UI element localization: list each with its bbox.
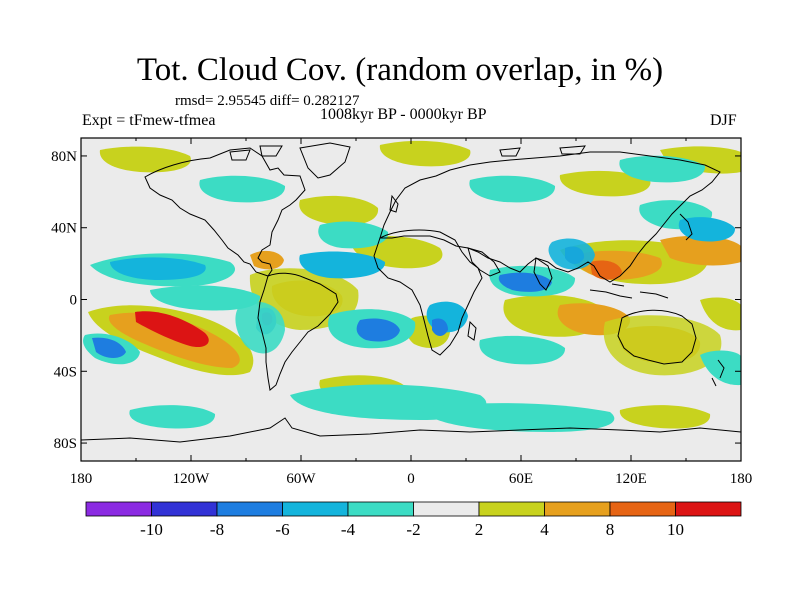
colorbar-box: [151, 501, 218, 517]
patch-australia-yellow: [603, 315, 722, 376]
coastline-india: [533, 257, 553, 291]
coastline-south-america: [257, 272, 339, 391]
patch-north-yellow-1: [99, 146, 191, 173]
patch-north-yellow-3: [559, 170, 651, 197]
colorbar-box: [282, 501, 349, 517]
patch-north-cyan-2: [469, 175, 556, 203]
coastline-antarctica: [81, 417, 741, 443]
patch-north-atlantic-lightblue: [299, 251, 386, 279]
colorbar-label: 10: [667, 520, 684, 539]
colorbar-box: [413, 501, 480, 517]
figure-title: Tot. Cloud Cov. (random overlap, in %): [136, 52, 664, 88]
colorbar-box: [347, 501, 414, 517]
colorbar-box: [544, 501, 611, 517]
colorbar-label: 8: [606, 520, 615, 539]
experiment-label: Expt = tFmew-tfmea: [82, 112, 216, 129]
y-tick-label: 80S: [54, 436, 77, 452]
colorbar-labels: -10 -8 -6 -4 -2 2 4 8 10: [140, 520, 684, 539]
coastline-australia: [617, 309, 697, 365]
x-tick-label: 120W: [173, 471, 211, 487]
patch-south-indian-cyan: [479, 335, 566, 365]
colorbar-box: [478, 501, 545, 517]
patch-se-asia-red: [590, 260, 622, 280]
coastline-north-america: [144, 147, 306, 277]
x-tick-label: 180: [730, 471, 753, 487]
coastline-africa: [373, 229, 483, 356]
patch-southern-ocean-cyan-3: [129, 405, 216, 429]
patch-north-atlantic-cyan: [318, 221, 389, 249]
patch-south-pacific-blue: [92, 337, 126, 358]
x-tick-labels: 180 120W 60W 0 60E 120E 180: [70, 471, 753, 487]
patch-southern-ocean-yellow: [619, 405, 711, 429]
patch-atlantic-yellow: [299, 195, 379, 226]
anomaly-map: [81, 138, 741, 461]
y-tick-labels: 80N 40N 0 40S 80S: [51, 149, 77, 452]
y-tick-label: 80N: [51, 149, 77, 165]
coastline-indonesia: [589, 283, 669, 299]
colorbar-label: -10: [140, 520, 163, 539]
patch-north-cyan-3: [199, 175, 286, 203]
patch-southern-ocean-cyan-2: [420, 403, 615, 432]
colorbar-box: [216, 501, 283, 517]
colorbar-box: [85, 501, 152, 517]
patch-pacific-north-lightblue: [110, 257, 206, 280]
season-label: DJF: [710, 112, 737, 129]
coastline-uk: [389, 194, 399, 213]
y-tick-label: 0: [70, 293, 78, 309]
rmsd-diff-text: rmsd= 2.95545 diff= 0.282127: [175, 93, 360, 109]
coastline-japan: [679, 213, 693, 241]
patch-arabian-sea-blue: [498, 272, 552, 292]
colorbar-box: [675, 501, 742, 517]
colorbar-label: -6: [275, 520, 289, 539]
period-label: 1008kyr BP - 0000kyr BP: [320, 106, 487, 123]
patch-north-yellow-2: [379, 140, 471, 167]
y-tick-label: 40N: [51, 221, 77, 237]
colorbar-label: 2: [475, 520, 484, 539]
coastline-madagascar: [467, 320, 477, 341]
x-tick-label: 180: [70, 471, 93, 487]
coastline-new-zealand: [711, 359, 725, 387]
x-tick-label: 60E: [509, 471, 533, 487]
colorbar-label: -2: [406, 520, 420, 539]
patch-east-africa-blue: [432, 318, 448, 336]
patch-west-pacific-orange: [660, 235, 741, 266]
coastline-arabia: [467, 247, 501, 277]
anomaly-patches: [83, 140, 741, 432]
patch-north-cyan-1: [619, 155, 706, 183]
patch-nw-pacific-lightblue: [678, 217, 736, 242]
axis-ticks: [80, 138, 742, 461]
colorbar: [85, 501, 742, 517]
patch-south-pacific-yellow: [700, 297, 741, 331]
patch-gulf-orange: [250, 250, 284, 270]
patch-south-atlantic-blue: [356, 318, 400, 342]
x-tick-label: 0: [407, 471, 415, 487]
x-tick-label: 120E: [615, 471, 647, 487]
x-tick-label: 60W: [286, 471, 316, 487]
coastline-greenland: [299, 142, 351, 179]
y-tick-label: 40S: [54, 364, 77, 380]
patch-pacific-south-red: [135, 311, 209, 348]
colorbar-box: [609, 501, 676, 517]
colorbar-label: -4: [341, 520, 356, 539]
patch-far-south-pacific-cyan: [700, 350, 741, 386]
colorbar-label: 4: [540, 520, 549, 539]
patch-tibet-cyan: [548, 238, 595, 270]
coastline-arctic-islands: [229, 145, 586, 161]
coastlines: [81, 142, 741, 443]
patch-equatorial-pacific-cyan: [150, 285, 261, 311]
colorbar-label: -8: [210, 520, 224, 539]
coastline-eurasia: [379, 151, 721, 283]
